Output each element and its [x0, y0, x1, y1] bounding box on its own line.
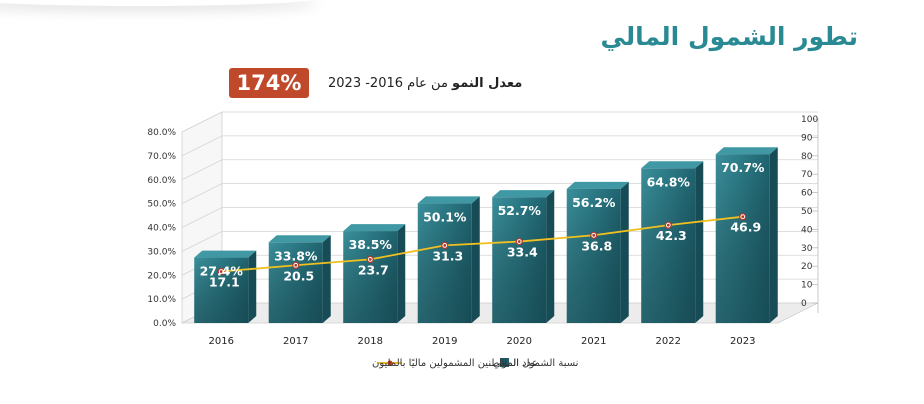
bar-value-label: 27.4%: [200, 264, 244, 279]
bar-value-label: 52.7%: [498, 203, 542, 218]
bar-value-label: 70.7%: [721, 160, 765, 175]
count-line-marker-dot: [517, 240, 521, 243]
right-axis-tick-label: 100: [801, 115, 818, 125]
left-axis-tick-label: 70.0%: [147, 152, 176, 162]
bar-value-label: 56.2%: [572, 195, 616, 210]
bar-top-face: [641, 161, 704, 169]
right-axis-tick-label: 60: [801, 189, 813, 199]
count-line: [221, 215, 743, 273]
count-line-marker-dot: [666, 223, 670, 227]
count-value-label: 20.5: [283, 268, 314, 283]
x-axis-tick-label: 2021: [581, 336, 606, 347]
growth-rate-label-period: من عام 2016- 2023: [328, 76, 453, 91]
bar-value-label: 38.5%: [349, 237, 393, 252]
gridline: [181, 135, 818, 157]
bar-shade: [343, 231, 398, 323]
right-axis-tick-label: 50: [801, 207, 813, 217]
x-axis-tick-label: 2022: [656, 336, 681, 347]
page-title: تطور الشمول المالي: [600, 22, 858, 51]
count-value-label: 33.4: [507, 245, 538, 260]
bar-value-label: 50.1%: [423, 209, 467, 224]
count-line-marker-dot: [443, 244, 447, 247]
bar-shade: [417, 203, 472, 323]
count-value-label: 42.3: [656, 228, 687, 243]
bar-side-face: [620, 181, 629, 323]
bar-shade: [641, 168, 696, 323]
right-axis-tick-label: 30: [801, 244, 813, 254]
bar-side-face: [397, 224, 406, 323]
count-value-label: 46.9: [730, 220, 761, 235]
count-line-marker-dot: [592, 233, 596, 237]
bar-top-face: [194, 250, 257, 258]
bar-shade: [715, 154, 770, 323]
right-axis-tick-label: 0: [801, 299, 807, 309]
left-axis-tick-label: 50.0%: [147, 200, 176, 210]
count-line-marker-dot: [741, 215, 745, 219]
bar-side-face: [769, 147, 778, 323]
x-axis-tick-label: 2016: [209, 336, 234, 347]
bar-shade: [268, 242, 323, 323]
bar-top-face: [566, 181, 629, 189]
bar-side-face: [695, 161, 704, 323]
bar-side-face: [322, 235, 331, 323]
left-axis-tick-label: 0.0%: [153, 319, 176, 329]
right-axis-tick-label: 10: [801, 281, 813, 291]
bar-top-face: [715, 147, 778, 155]
left-axis-tick-label: 30.0%: [147, 247, 176, 257]
right-axis-tick-label: 80: [801, 152, 813, 162]
legend-line-label: عدد المواطنين المشمولين ماليًا بالمليون: [372, 358, 538, 369]
bar-top-face: [343, 224, 406, 232]
growth-rate-badge: 174%: [229, 68, 309, 98]
count-line-marker-dot: [219, 270, 223, 273]
left-axis-tick-label: 60.0%: [147, 176, 176, 186]
bar-side-face: [471, 196, 480, 323]
right-axis-tick-label: 20: [801, 262, 813, 272]
x-axis-tick-label: 2020: [507, 336, 532, 347]
left-axis-tick-label: 80.0%: [147, 128, 176, 138]
left-axis-tick-label: 10.0%: [147, 295, 176, 305]
bar-value-label: 64.8%: [647, 174, 691, 189]
legend-line-marker: [387, 360, 393, 366]
x-axis-tick-label: 2023: [730, 336, 755, 347]
right-axis-tick-label: 90: [801, 133, 813, 143]
x-axis-tick-label: 2019: [432, 336, 457, 347]
count-value-label: 17.1: [209, 275, 240, 290]
count-value-label: 36.8: [581, 238, 612, 253]
count-value-label: 23.7: [358, 262, 389, 277]
bar-value-label: 33.8%: [274, 248, 318, 263]
growth-rate-label: معدل النمو من عام 2016- 2023: [328, 76, 522, 91]
x-axis-tick-label: 2017: [283, 336, 308, 347]
bar-shade: [566, 188, 621, 323]
x-axis-tick-label: 2018: [358, 336, 383, 347]
bar-side-face: [248, 250, 257, 323]
count-value-label: 31.3: [432, 248, 463, 263]
left-axis-tick-label: 20.0%: [147, 271, 176, 281]
bar-side-face: [546, 190, 555, 323]
count-line-marker-dot: [294, 263, 298, 267]
count-line-marker-dot: [368, 257, 372, 261]
legend-bar-swatch: [500, 358, 509, 367]
gridline: [181, 111, 818, 133]
bar-shade: [492, 197, 547, 323]
bar-top-face: [492, 190, 555, 198]
legend-bar-label: نسبة الشمول المالي: [493, 358, 578, 369]
bar-top-face: [417, 196, 480, 204]
growth-rate-label-bold: معدل النمو: [452, 76, 523, 91]
gridline: [181, 159, 818, 181]
right-axis-tick-label: 40: [801, 225, 813, 235]
left-axis-tick-label: 40.0%: [147, 224, 176, 234]
right-axis-tick-label: 70: [801, 170, 813, 180]
bar-top-face: [268, 235, 331, 243]
